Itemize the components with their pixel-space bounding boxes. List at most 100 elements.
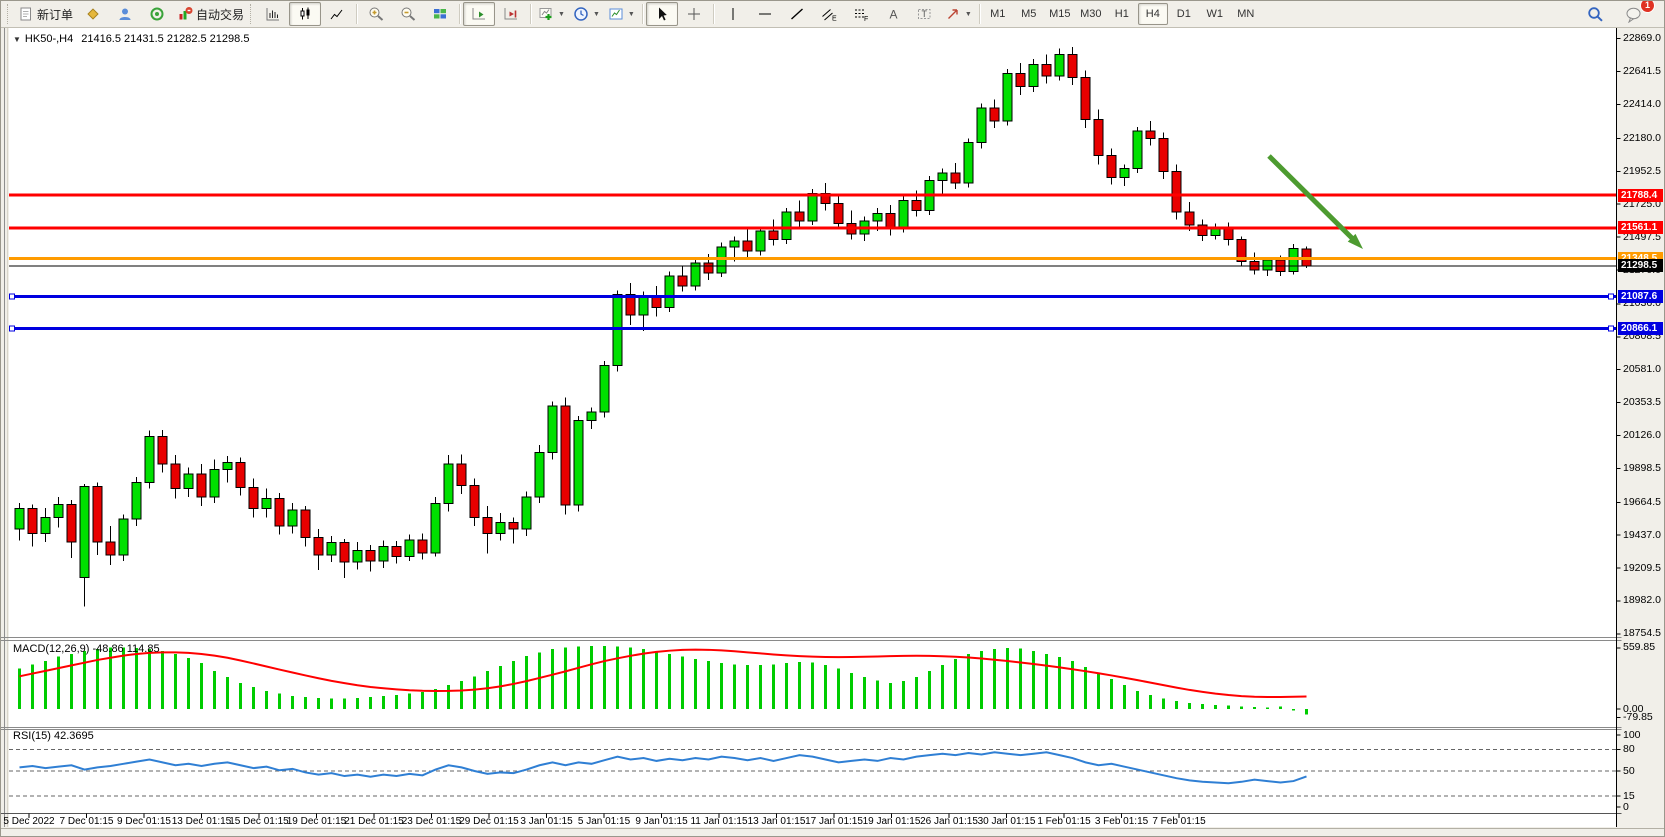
current-price-tag[interactable]: 21298.5 [1618,259,1663,273]
bear-candle [1236,239,1247,262]
macd-histogram-bar [759,664,762,709]
auto-scroll-icon [472,8,486,20]
seal-button[interactable] [77,2,109,26]
time-axis-label: 19 Jan 01:15 [862,816,921,827]
bear-candle [66,503,77,543]
time-axis-label: 5 Jan 01:15 [577,816,631,827]
timeframe-button-D1[interactable]: D1 [1176,8,1191,20]
bar-chart-button[interactable] [257,2,289,26]
crosshair-button[interactable] [678,2,710,26]
rsi-scale-label: 50 [1623,764,1635,777]
cursor-button[interactable] [645,2,678,26]
text-tool-button[interactable]: A [877,2,909,26]
chart-shift-button[interactable] [495,2,527,26]
bear-candle [677,275,688,287]
bear-candle [482,516,493,534]
time-axis-label: 15 Dec 01:15 [229,816,289,827]
macd-histogram-bar [161,651,164,709]
bear-candle [170,463,181,489]
line-drag-handle[interactable] [9,325,15,332]
bull-candle [976,107,987,144]
candlestick-chart-button[interactable] [289,2,322,26]
trendline-tool-button[interactable] [781,2,813,26]
signal-button[interactable] [141,2,173,26]
periods-button[interactable]: ▼ [569,2,604,26]
bull-candle [755,230,766,252]
text-label-tool-button[interactable]: T [909,2,941,26]
autotrade-button[interactable]: 自动交易 [173,2,248,26]
bull-candle [898,200,909,229]
macd-histogram-bar [174,653,177,709]
line-drag-handle[interactable] [9,293,15,300]
line-price-tag[interactable]: 21788.4 [1618,188,1663,202]
add-indicator-icon [539,8,552,20]
indicators-button[interactable]: ▼ [534,2,569,26]
symbol-collapse-icon[interactable]: ▼ [13,35,21,44]
macd-histogram-bar [1084,667,1087,709]
macd-histogram-bar [239,682,242,709]
bear-candle [1171,171,1182,213]
timeframe-button-M5[interactable]: M5 [1021,8,1037,20]
bull-candle [326,542,337,556]
line-price-tag[interactable]: 21087.6 [1618,289,1663,303]
templates-button[interactable]: ▼ [604,2,639,26]
time-axis-label: 30 Jan 01:15 [977,816,1036,827]
arrows-tool-button[interactable]: ▼ [941,2,976,26]
horizontal-line-icon [758,13,771,15]
arrows-tool-icon [947,9,958,19]
bear-candle [885,213,896,229]
macd-histogram-bar [421,692,424,709]
time-axis-label: 23 Dec 01:15 [401,816,462,827]
toolbar-separator [641,4,643,24]
macd-histogram-bar [733,664,736,709]
timeframe-button-M1[interactable]: M1 [990,8,1006,20]
macd-histogram-bar [928,670,931,709]
autotrade-icon [179,7,193,20]
zoom-out-button[interactable] [392,2,424,26]
timeframe-button-H4[interactable]: H4 [1137,3,1168,25]
zoom-in-button[interactable] [360,2,392,26]
bull-candle [261,498,272,510]
symbol-period-label: HK50-,H4 [24,33,74,45]
publisher-button[interactable] [109,2,141,26]
timeframe-button-M15[interactable]: M15 [1049,8,1071,20]
timeframe-button-H1[interactable]: H1 [1114,8,1129,20]
macd-histogram-bar [304,697,307,709]
auto-scroll-button[interactable] [463,2,496,26]
line-chart-button[interactable] [321,2,353,26]
search-button[interactable] [1580,2,1612,26]
price-axis-tick-label: 20353.5 [1623,396,1661,409]
bear-candle [235,461,246,489]
horizontal-line-tool-button[interactable] [749,2,781,26]
bear-candle [1093,119,1104,157]
macd-histogram-bar [538,652,541,709]
line-drag-handle[interactable] [1608,293,1614,300]
time-axis-label: 1 Feb 01:15 [1037,816,1091,827]
macd-values: -48.86 114.85 [92,643,160,655]
new-order-button[interactable]: 新订单 [14,2,77,26]
macd-histogram-bar [863,676,866,709]
fibonacci-tool-button[interactable]: F [845,2,877,26]
equidistant-channel-tool-button[interactable]: E [813,2,845,26]
macd-histogram-bar [1175,700,1178,709]
line-price-tag[interactable]: 20866.1 [1618,321,1663,335]
trend-arrow[interactable] [1267,154,1357,244]
rsi-value: 42.3695 [53,730,94,742]
chart-shift-icon [504,8,518,20]
macd-histogram-bar [655,651,658,709]
timeframe-button-W1[interactable]: W1 [1206,8,1224,20]
bear-candle [157,435,168,465]
line-drag-handle[interactable] [1608,325,1614,332]
chart-template-icon [609,8,623,20]
line-price-tag[interactable]: 21561.1 [1618,221,1663,235]
timeframe-button-M30[interactable]: M30 [1080,8,1102,20]
bull-candle [937,172,948,181]
notifications-button[interactable]: 1 [1618,1,1655,26]
tile-windows-button[interactable] [424,2,456,26]
macd-histogram-bar [824,664,827,709]
time-axis-label: 26 Jan 01:15 [920,816,978,827]
macd-histogram-bar [603,645,606,709]
vertical-line-tool-button[interactable] [717,2,749,26]
timeframe-button-MN[interactable]: MN [1237,8,1255,20]
